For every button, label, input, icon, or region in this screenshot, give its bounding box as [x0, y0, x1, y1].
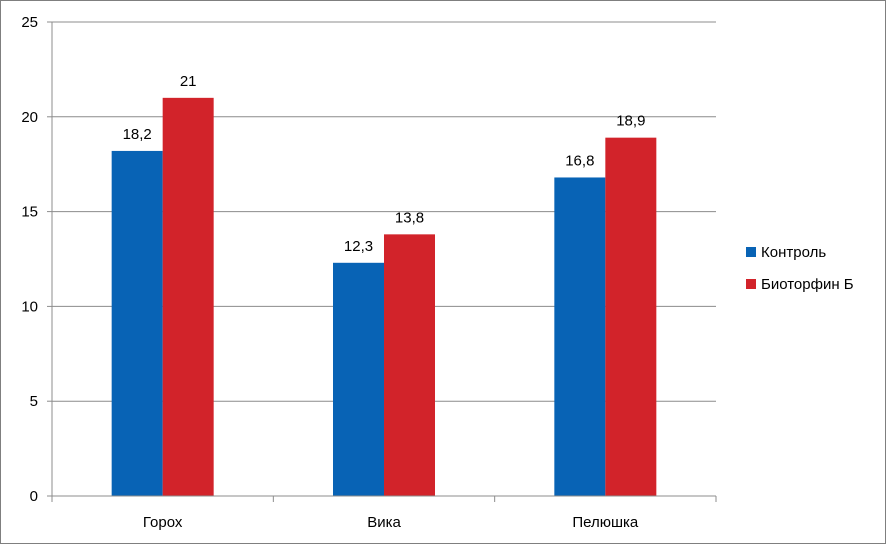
data-label: 18,9 [616, 113, 645, 130]
data-label: 16,8 [565, 152, 594, 169]
legend-label: Биоторфин Б [761, 276, 854, 293]
data-label: 21 [180, 73, 197, 90]
legend: Контроль Биоторфин Б [746, 244, 854, 293]
data-label: 13,8 [395, 209, 424, 226]
bar-biotorfin-1 [384, 234, 435, 497]
bar-control-2 [554, 177, 606, 497]
x-category-label: Пелюшка [572, 514, 639, 531]
y-tick-label: 5 [30, 393, 38, 410]
bar-control-0 [111, 150, 163, 497]
x-axis: Горох Вика Пелюшка [51, 495, 717, 531]
data-label: 12,3 [344, 238, 373, 255]
x-category-label: Вика [367, 514, 401, 531]
legend-swatch [746, 279, 756, 289]
y-tick-label: 15 [21, 204, 38, 221]
y-tick-label: 25 [21, 14, 38, 31]
legend-swatch [746, 247, 756, 257]
bar-biotorfin-2 [605, 137, 657, 496]
y-tick-label: 0 [30, 488, 38, 505]
data-label: 18,2 [123, 126, 152, 143]
bar-control-1 [333, 262, 384, 496]
bar-biotorfin-0 [162, 97, 214, 496]
y-axis-ticks: 0 5 10 15 20 25 [21, 14, 53, 505]
y-tick-label: 20 [21, 109, 38, 126]
bars [111, 97, 657, 497]
data-labels: 18,2 21 12,3 13,8 16,8 18,9 [123, 73, 646, 255]
y-tick-label: 10 [21, 298, 38, 315]
x-category-label: Горох [143, 514, 183, 531]
legend-label: Контроль [761, 244, 826, 261]
